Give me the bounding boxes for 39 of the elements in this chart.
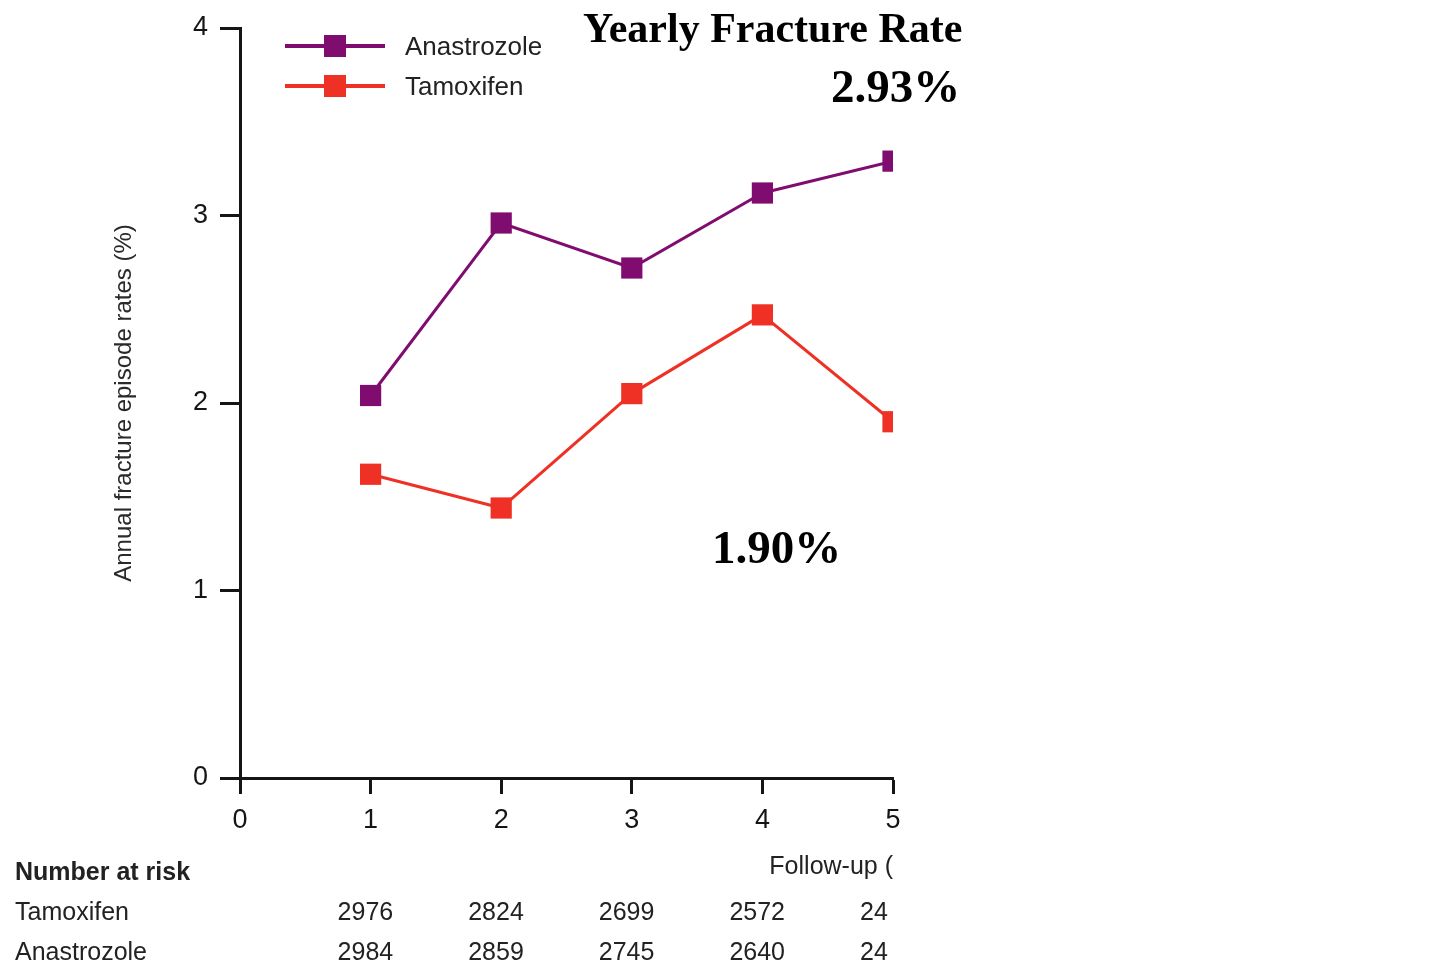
chart-title: Yearly Fracture Rate [583, 4, 963, 52]
legend-label: Tamoxifen [405, 70, 524, 102]
y-tick-label: 1 [192, 573, 208, 604]
text: 24 [860, 896, 888, 926]
y-tick-label: 4 [192, 11, 208, 42]
text: 24 [860, 936, 888, 966]
x-tick-label: 2 [493, 803, 509, 834]
x-tick-label: 0 [232, 803, 248, 834]
text: 2984 [337, 936, 394, 966]
text: 2824 [468, 896, 524, 926]
x-tick-label: 3 [624, 803, 640, 834]
text: Tamoxifen [15, 896, 129, 926]
point [490, 497, 512, 519]
text: Anastrozole [15, 936, 148, 966]
point [751, 182, 774, 204]
y-tick-label: 2 [192, 386, 208, 417]
y-tick-label: 0 [192, 761, 208, 792]
text: Number at risk [15, 856, 191, 886]
x-tick-label: 5 [885, 803, 901, 834]
point [359, 384, 382, 407]
annotation: 2.93% [831, 60, 961, 112]
x-tick-label: 1 [363, 803, 379, 834]
point [490, 212, 512, 234]
text: 2745 [598, 936, 655, 966]
text: 2699 [598, 896, 655, 926]
text: 2859 [468, 936, 524, 966]
point [621, 257, 643, 279]
annotation: 1.90% [712, 521, 842, 573]
text: 2976 [337, 896, 394, 926]
y-axis-title: Annual fracture episode rates (%) [109, 224, 137, 582]
text: 2640 [729, 936, 786, 966]
x-axis-title: Follow-up ( [769, 850, 893, 880]
point [621, 383, 643, 405]
point [359, 463, 382, 485]
text: 2572 [729, 896, 786, 926]
x-tick-label: 4 [754, 803, 770, 834]
point [751, 304, 774, 326]
y-tick-label: 3 [192, 198, 208, 229]
legend-label: Anastrozole [405, 30, 543, 62]
